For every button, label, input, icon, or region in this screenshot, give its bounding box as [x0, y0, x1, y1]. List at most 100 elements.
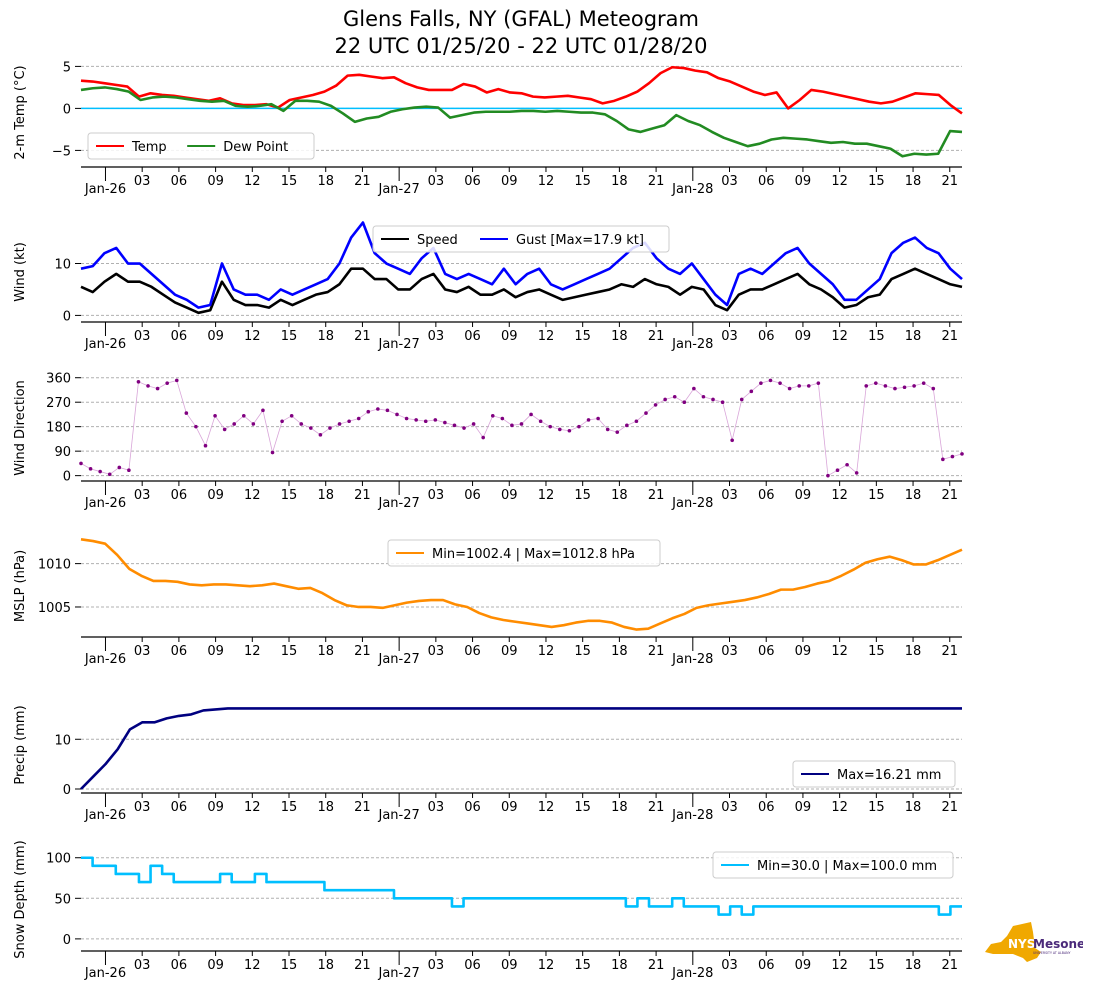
- x-tick-label: 18: [317, 644, 334, 659]
- x-tick-label: 06: [171, 800, 188, 815]
- y-tick-label: 0: [63, 933, 71, 948]
- x-tick-label: 09: [501, 329, 518, 344]
- x-tick-label: 03: [134, 800, 151, 815]
- data-point: [864, 384, 869, 388]
- x-tick-label: 09: [501, 488, 518, 503]
- data-point: [787, 386, 792, 391]
- y-tick-label: 1005: [38, 601, 71, 616]
- y-tick-label: 270: [46, 396, 71, 411]
- x-tick-label: 15: [281, 174, 298, 189]
- x-tick-label: 15: [574, 329, 591, 344]
- x-tick-label: 09: [501, 800, 518, 815]
- x-tick-label: 18: [611, 174, 628, 189]
- data-point: [778, 381, 782, 385]
- panel-mslp: 1005 1010 Jan-26 03 06 09 12 15 18 21 Jan-27 03 06 09…: [13, 538, 963, 667]
- y-axis-label: MSLP (hPa): [13, 550, 28, 622]
- panel-snow: 0 50 100 Jan-26 03 06 09 12 15 18 21 Jan-27 03 06 09 12…: [13, 840, 962, 981]
- x-tick-label: 12: [831, 329, 848, 344]
- x-tick-label: 09: [795, 488, 812, 503]
- x-tick-label: 06: [758, 958, 775, 973]
- y-axis-label: Wind (kt): [13, 242, 28, 302]
- x-tick-label: 06: [171, 958, 188, 973]
- y-tick-label: 0: [63, 470, 71, 485]
- x-tick-label: 12: [831, 488, 848, 503]
- data-point: [356, 416, 361, 421]
- data-point: [213, 414, 217, 418]
- x-tick-label: 18: [905, 488, 922, 503]
- data-point: [739, 397, 744, 402]
- x-tick-label: 12: [244, 329, 261, 344]
- ny-state-shape-icon: [985, 922, 1041, 962]
- x-tick-label: 15: [281, 488, 298, 503]
- data-point: [404, 416, 409, 421]
- data-point: [941, 457, 945, 462]
- data-point: [184, 411, 189, 415]
- data-point: [806, 384, 811, 388]
- y-tick-label: 0: [63, 309, 71, 324]
- x-tick-label: 18: [905, 958, 922, 973]
- data-point: [117, 465, 122, 470]
- x-tick-label: 03: [721, 644, 738, 659]
- data-point: [720, 400, 725, 405]
- data-point: [663, 397, 667, 402]
- x-tick-label: 18: [611, 644, 628, 659]
- chart-title: Glens Falls, NY (GFAL) Meteogram 22 UTC …: [0, 6, 1042, 60]
- data-point: [452, 423, 457, 428]
- data-point: [596, 416, 600, 421]
- x-tick-label: 18: [611, 488, 628, 503]
- x-tick-label: 12: [538, 800, 555, 815]
- x-tick-label: 12: [538, 644, 555, 659]
- data-point: [960, 452, 964, 456]
- series-line-gust-max-17-9-kt: [80, 221, 963, 309]
- data-point: [874, 381, 878, 385]
- legend-box: [372, 225, 670, 253]
- x-tick-label: 06: [464, 174, 481, 189]
- data-point: [289, 414, 294, 418]
- y-tick-label: 10: [54, 733, 71, 748]
- x-tick-label: 12: [244, 488, 261, 503]
- x-tick-label: 09: [795, 644, 812, 659]
- data-point: [797, 384, 802, 388]
- data-point: [203, 443, 208, 448]
- x-tick-label: 09: [795, 958, 812, 973]
- x-tick-label: 03: [721, 958, 738, 973]
- x-tick-label: Jan-26: [84, 496, 126, 511]
- data-point: [759, 381, 763, 385]
- series-line-dew-point: [80, 86, 963, 158]
- x-tick-label: 21: [354, 958, 371, 973]
- x-tick-label: 12: [538, 174, 555, 189]
- data-point: [241, 414, 246, 418]
- x-tick-label: 03: [134, 329, 151, 344]
- x-tick-label: 15: [868, 800, 885, 815]
- x-tick-label: 21: [354, 329, 371, 344]
- data-point: [222, 427, 227, 432]
- series-line-min-1002-4-max-1012-8-hpa: [80, 538, 963, 631]
- data-point: [309, 426, 313, 430]
- series-line-speed: [80, 267, 963, 315]
- x-tick-label: Jan-28: [671, 496, 713, 511]
- data-point: [98, 469, 102, 474]
- y-tick-label: 90: [54, 445, 71, 460]
- data-point: [577, 424, 581, 429]
- data-point: [529, 412, 533, 417]
- x-tick-label: 12: [244, 958, 261, 973]
- series-line-min-30-0-max-100-0-mm: [81, 856, 962, 916]
- data-point: [912, 384, 916, 388]
- data-point: [328, 426, 332, 430]
- series-connector-wind-direction: [80, 379, 963, 477]
- x-tick-label: 06: [758, 800, 775, 815]
- x-tick-label: 06: [171, 488, 188, 503]
- legend: Min=1002.4 | Max=1012.8 hPa: [387, 539, 661, 567]
- data-point: [270, 450, 275, 455]
- x-tick-label: 06: [758, 488, 775, 503]
- data-point: [490, 414, 495, 418]
- y-tick-label: 100: [46, 852, 71, 867]
- x-tick-label: 21: [354, 174, 371, 189]
- data-point: [749, 389, 754, 394]
- data-point: [730, 438, 734, 443]
- x-tick-label: 03: [428, 488, 445, 503]
- data-point: [567, 428, 572, 433]
- legend: Speed Gust [Max=17.9 kt]: [372, 225, 670, 253]
